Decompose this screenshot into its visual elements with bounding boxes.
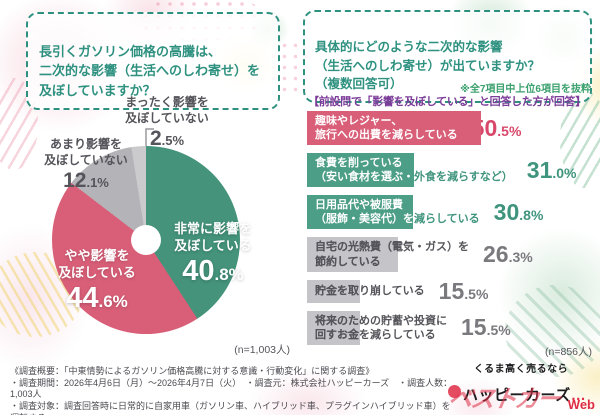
bar-fill xyxy=(307,111,481,146)
bar-row-2: 日用品代や被服費 （服飾・美容代）を減らしている 日用品代や被服費 （服飾・美容代… xyxy=(307,195,595,230)
brand-logo: くるま高く売るなら ハッピーカーズ… ベストカー Web xyxy=(446,360,595,413)
bar-fill xyxy=(307,310,360,345)
question-box-left: 長引くガソリン価格の高騰は、 二次的な影響（生活へのしわ寄せ）を 及ぼしています… xyxy=(26,12,280,110)
pie-center-hole xyxy=(131,225,161,255)
bar-label: 趣味やレジャー、 旅行への出費を減らしている 趣味やレジャー、 旅行への出費を減ら… xyxy=(315,115,458,142)
bar-chart-rows: 趣味やレジャー、 旅行への出費を減らしている 趣味やレジャー、 旅行への出費を減ら… xyxy=(307,111,595,345)
pie-value-little-affected: 12.1% xyxy=(63,169,109,193)
bar-fill xyxy=(307,279,360,303)
pie-value-somewhat-affected: 44.6% xyxy=(66,281,128,314)
question-right-text: 具体的にどのような二次的な影響 （生活へのしわ寄せ）が出ていますか？ （複数回答… xyxy=(315,39,541,92)
pie-label-somewhat-affected: やや影響を 及ぼしている 44.6% xyxy=(44,248,150,313)
logo-watermark-web: Web xyxy=(567,397,595,412)
bestcar-mark-icon xyxy=(448,385,461,398)
bar-row-1: 食費を削っている （安い食材を選ぶ・外食を減らすなど） 食費を削っている （安い食… xyxy=(307,153,595,188)
bar-row-4: 貯金を取り崩している 貯金を取り崩している 15.5% xyxy=(307,277,595,304)
pie-value-very-affected: 40.8% xyxy=(182,254,244,287)
logo-watermark: ベストカー xyxy=(446,386,562,413)
bar-label: 将来のための貯蓄や投資に 回すお金を減らしている 将来のための貯蓄や投資に 回すお… xyxy=(315,314,447,341)
pie-label-little-affected: あまり影響を 及ぼしていない 12.1% xyxy=(34,137,138,191)
bar-label: 食費を削っている （安い食材を選ぶ・外食を減らすなど） 食費を削っている （安い食… xyxy=(315,157,513,184)
question-box-right: 具体的にどのような二次的な影響 （生活へのしわ寄せ）が出ていますか？ （複数回答… xyxy=(303,10,592,103)
bar-fill xyxy=(307,195,413,230)
bar-value: 31.0% xyxy=(526,156,577,183)
question-left-text: 長引くガソリン価格の高騰は、 二次的な影響（生活へのしわ寄せ）を 及ぼしています… xyxy=(39,43,261,98)
logo-brand-dots: … xyxy=(570,387,587,404)
bar-value: 15.5% xyxy=(461,314,511,341)
bar-label: 自宅の光熱費（電気・ガス）を 節約している 自宅の光熱費（電気・ガス）を 節約して… xyxy=(315,241,469,268)
bar-row-5: 将来のための貯蓄や投資に 回すお金を減らしている 将来のための貯蓄や投資に 回すお… xyxy=(307,310,595,345)
bar-label: 貯金を取り崩している 貯金を取り崩している xyxy=(315,285,425,298)
pie-label-very-affected: 非常に影響を 及ぼしている 40.8% xyxy=(158,221,268,286)
bar-label: 日用品代や被服費 （服飾・美容代）を減らしている 日用品代や被服費 （服飾・美容代… xyxy=(315,199,480,226)
sample-size-right: (n=856人) xyxy=(545,346,592,358)
logo-tagline: くるま高く売るなら xyxy=(473,364,569,375)
survey-notes: 《調査概要：「中東情勢によるガソリン価格高騰に対する意識・行動変化」に関する調査… xyxy=(10,366,453,415)
pie-label-not-affected: まったく影響を 及ぼしていない 2.5% xyxy=(104,95,230,149)
extract-note: ※全7項目中上位6項目を抜粋 xyxy=(460,84,591,95)
bar-value: 26.3% xyxy=(483,241,533,268)
bar-value: 15.5% xyxy=(438,277,489,304)
respondent-filter-note: 【前設問で「影響を及ぼしている」と回答した方が回答】 xyxy=(308,96,586,108)
pie-value-not-affected: 2.5% xyxy=(149,127,185,151)
bar-row-3: 自宅の光熱費（電気・ガス）を 節約している 自宅の光熱費（電気・ガス）を 節約して… xyxy=(307,237,595,272)
bar-fill xyxy=(307,153,414,188)
logo-brand-name: ハッピーカーズ… xyxy=(463,387,587,404)
sample-size-left: (n=1,003人) xyxy=(234,344,290,356)
bar-fill xyxy=(307,237,398,272)
bar-value: 30.8% xyxy=(493,198,544,225)
bar-row-0: 趣味やレジャー、 旅行への出費を減らしている 趣味やレジャー、 旅行への出費を減ら… xyxy=(307,111,595,146)
